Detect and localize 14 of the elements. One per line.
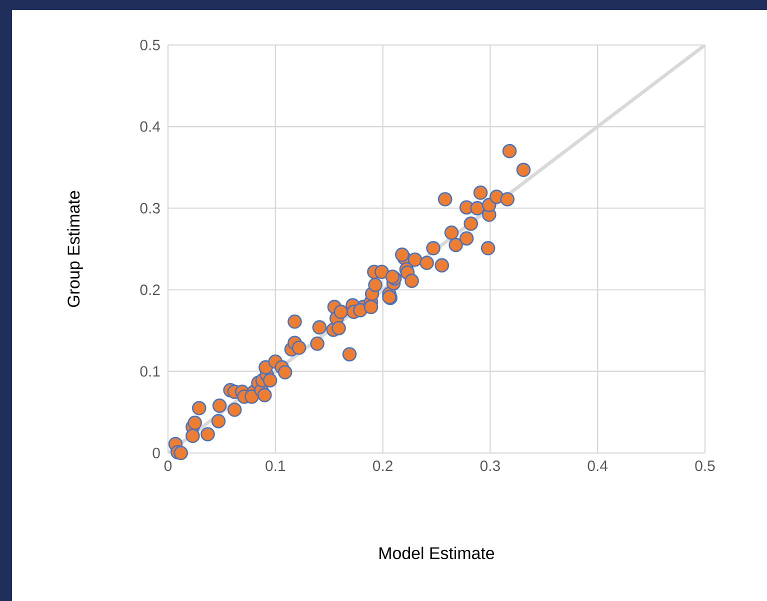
x-tick-label: 0.4 (588, 460, 608, 472)
y-tick-label: 0.5 (140, 40, 160, 50)
y-tick-label: 0.3 (140, 202, 160, 214)
x-tick-label: 0.3 (480, 460, 500, 472)
x-tick-label: 0.2 (372, 460, 392, 472)
x-tick-label: 0.5 (695, 460, 715, 472)
x-tick-label: 0.1 (266, 460, 286, 472)
y-tick-label: 0.4 (140, 121, 160, 132)
y-tick-label: 0 (152, 448, 160, 458)
x-tick-label: 0 (164, 460, 172, 472)
y-tick-label: 0.2 (140, 284, 160, 296)
y-axis-title: Group Estimate (67, 190, 83, 307)
y-tick-label: 0.1 (140, 366, 160, 377)
x-axis-title: Model Estimate (380, 546, 494, 560)
